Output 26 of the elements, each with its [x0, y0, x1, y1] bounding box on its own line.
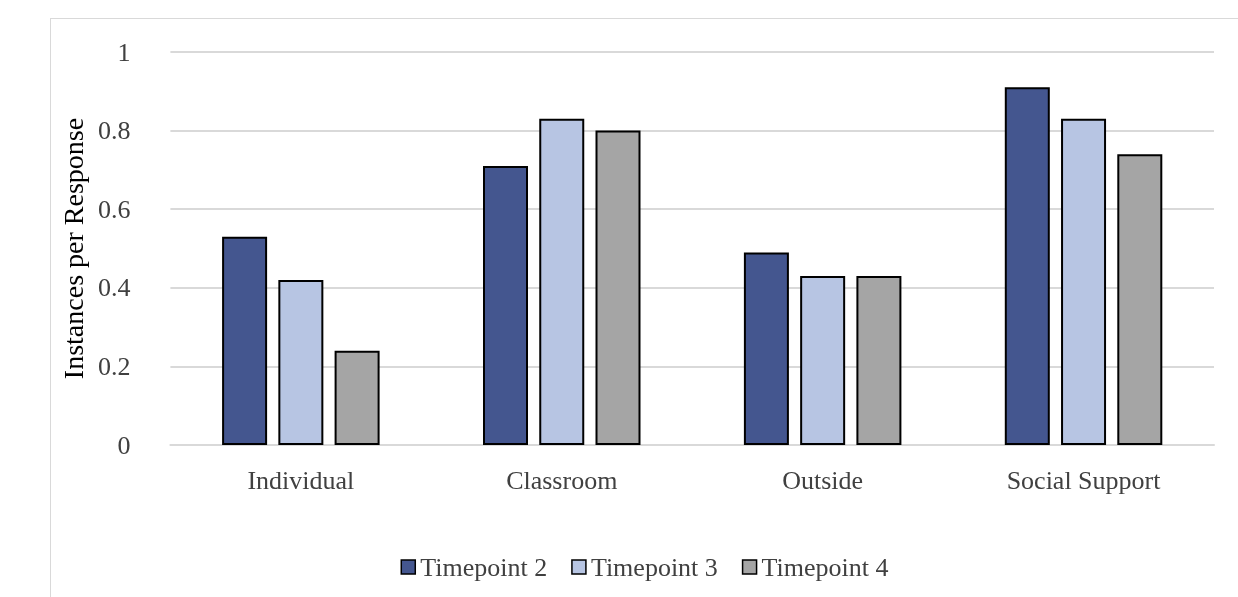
y-tick-label: 0.8 — [97, 116, 131, 146]
bar — [483, 165, 528, 445]
y-tick-label: 0.2 — [97, 351, 131, 381]
x-tick-label: Classroom — [506, 465, 618, 495]
bar — [539, 118, 585, 445]
legend-label: Timepoint 3 — [590, 552, 718, 582]
bar — [743, 252, 789, 445]
bar — [222, 236, 268, 445]
bar — [856, 276, 902, 445]
x-tick-label: Outside — [782, 465, 864, 495]
bar — [278, 279, 324, 445]
bar — [800, 276, 846, 445]
y-tick-label: 0 — [117, 430, 131, 460]
x-tick-label: Individual — [247, 465, 355, 495]
y-tick-label: 0.4 — [97, 273, 131, 303]
legend-label: Timepoint 2 — [420, 552, 548, 582]
bar — [1061, 118, 1107, 445]
x-tick-label: Social Support — [1006, 465, 1162, 495]
bar — [1004, 87, 1050, 445]
bar — [595, 130, 641, 445]
y-tick-label: 0.6 — [97, 194, 131, 224]
bar — [1117, 154, 1163, 445]
bar — [334, 350, 380, 445]
y-tick-label: 1 — [117, 37, 131, 67]
legend-label: Timepoint 4 — [761, 552, 889, 582]
y-axis-title: Instances per Response — [57, 117, 89, 380]
